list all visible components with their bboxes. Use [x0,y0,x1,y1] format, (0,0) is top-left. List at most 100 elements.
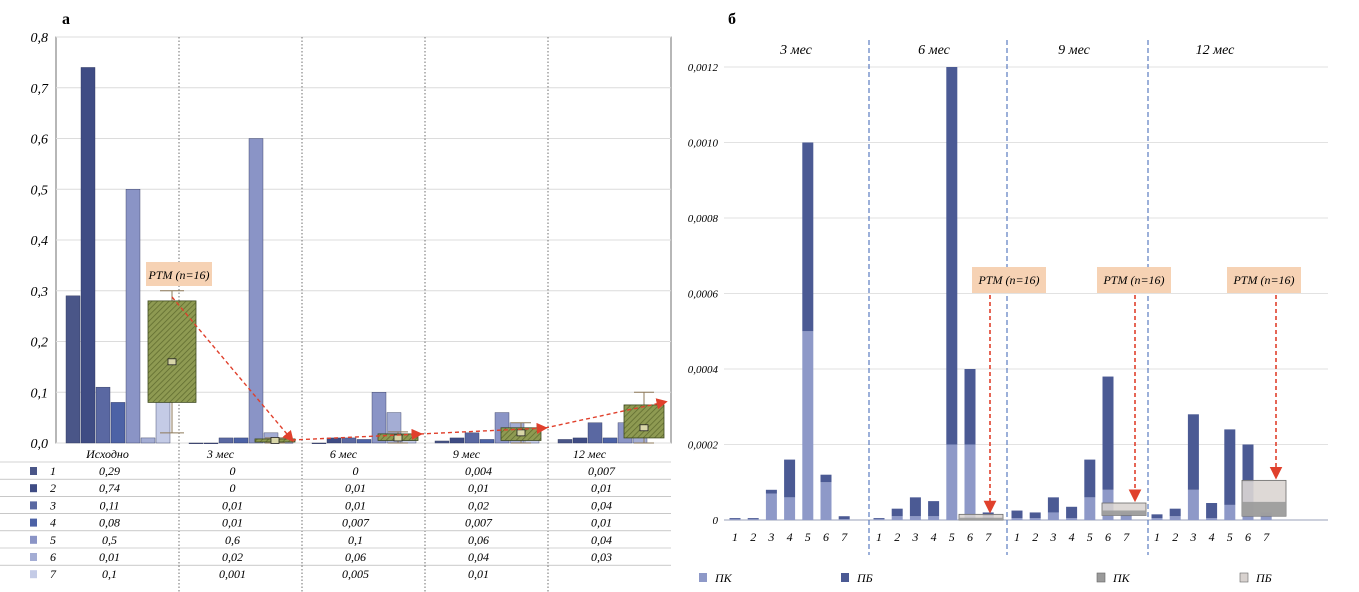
table-cell: 0,04 [591,533,612,547]
panel-a-grid [56,36,671,592]
panel-b-label: б [728,11,736,28]
table-cell: 0,1 [102,567,117,581]
x-tick-label: 3 [911,530,918,544]
table-cell: 0 [353,464,359,478]
bar-pk [1011,518,1023,520]
table-cell: 0,04 [591,498,612,512]
x-tick-label: 6 [823,530,829,544]
bar-pk [964,444,976,520]
table-series-name: 6 [50,550,56,564]
table-cell: 0,01 [222,516,243,530]
table-series-name: 2 [50,481,56,495]
table-series-name: 1 [50,464,56,478]
boxplot-box [147,300,197,403]
bar-series-3 [95,386,111,444]
bar-pk [928,516,940,520]
x-tick-label: 4 [787,530,793,544]
table-series-name: 7 [50,567,57,581]
x-group-label: 9 мес [453,447,481,461]
panel-a-boxplots [147,290,665,444]
panel-b-rtm-boxes: РТМ (n=16) РТМ (n=16) РТМ (n=16) [958,267,1301,521]
table-cell: 0,007 [588,464,616,478]
bar-pb [838,516,850,520]
table-cell: 0,08 [99,516,120,530]
table-cell: 0,01 [99,550,120,564]
x-tick-label: 5 [1227,530,1233,544]
bar-series-4 [233,437,249,444]
x-group-label: 6 мес [330,447,358,461]
legend-swatch [30,535,37,544]
bar-series-2 [449,437,465,444]
bar-pb [1224,429,1236,505]
y-tick-label: 0,0012 [688,62,719,74]
table-cell: 0,5 [102,533,117,547]
bar-series-1 [188,442,204,445]
bar-pb [1066,506,1078,519]
x-tick-label: 6 [967,530,973,544]
rtm-label: РТМ (n=16) [147,268,209,282]
legend-label: ПК [1112,571,1131,585]
boxplot-box [623,404,665,439]
rtm-label-box [1227,267,1301,293]
table-cell: 0,06 [345,550,366,564]
legend-swatch [30,553,37,561]
bar-pb [729,518,741,520]
x-tick-label: 7 [985,530,992,544]
bar-series-5 [371,392,387,444]
bar-series-5 [248,138,264,444]
bar-pb [784,459,796,498]
x-tick-label: 3 [1189,530,1196,544]
x-group-label: 3 мес [206,447,235,461]
bar-pb [802,142,814,332]
y-tick-label: 0,5 [31,183,49,198]
x-tick-label: 5 [949,530,955,544]
bar-series-6 [140,437,156,444]
x-tick-label: 5 [1087,530,1093,544]
table-cell: 0,03 [591,550,612,564]
legend-swatch [1096,572,1106,583]
legend-swatch [30,570,37,579]
x-tick-label: 4 [1209,530,1215,544]
table-series-name: 4 [50,516,56,530]
x-tick-label: 2 [1032,530,1038,544]
table-cell: 0,29 [99,464,120,478]
bar-pk [1047,512,1059,520]
panel-a-label: а [62,11,70,28]
bar-series-2 [80,67,96,444]
x-group-label: Исходно [85,447,129,461]
legend-swatch [30,467,37,475]
bar-pk [909,516,921,520]
y-tick-label: 0,6 [31,133,49,148]
y-tick-label: 0,2 [31,336,49,351]
x-tick-label: 2 [894,530,900,544]
y-tick-label: 0,3 [31,285,49,300]
bar-pk [765,493,777,520]
bar-pb [1029,512,1041,519]
bar-pb [1187,414,1199,490]
bar-pk [1066,518,1078,520]
rtm-label-box [146,262,212,286]
bar-pk [1120,516,1132,520]
rtm-box-lower [959,517,1003,520]
x-tick-label: 5 [805,530,811,544]
table-cell: 0,06 [468,533,489,547]
y-tick-label: 0,0 [31,437,49,452]
table-cell: 0,007 [465,516,493,530]
bar-pk [838,519,850,521]
table-cell: 0,007 [342,516,370,530]
y-tick-label: 0,0004 [688,364,719,376]
y-tick-label: 0,0008 [688,213,719,225]
bar-series-4 [479,439,495,444]
y-tick-label: 0,8 [31,31,49,46]
bar-pk [1169,516,1181,520]
table-series-name: 5 [50,533,56,547]
legend-swatch [30,501,37,510]
group-label: 9 мес [1058,43,1090,58]
bar-pk [1224,504,1236,520]
y-tick-label: 0,4 [31,234,49,249]
legend-swatch [699,573,707,582]
bar-pk [820,482,832,520]
table-cell: 0,01 [468,481,489,495]
bar-pb [1169,508,1181,517]
